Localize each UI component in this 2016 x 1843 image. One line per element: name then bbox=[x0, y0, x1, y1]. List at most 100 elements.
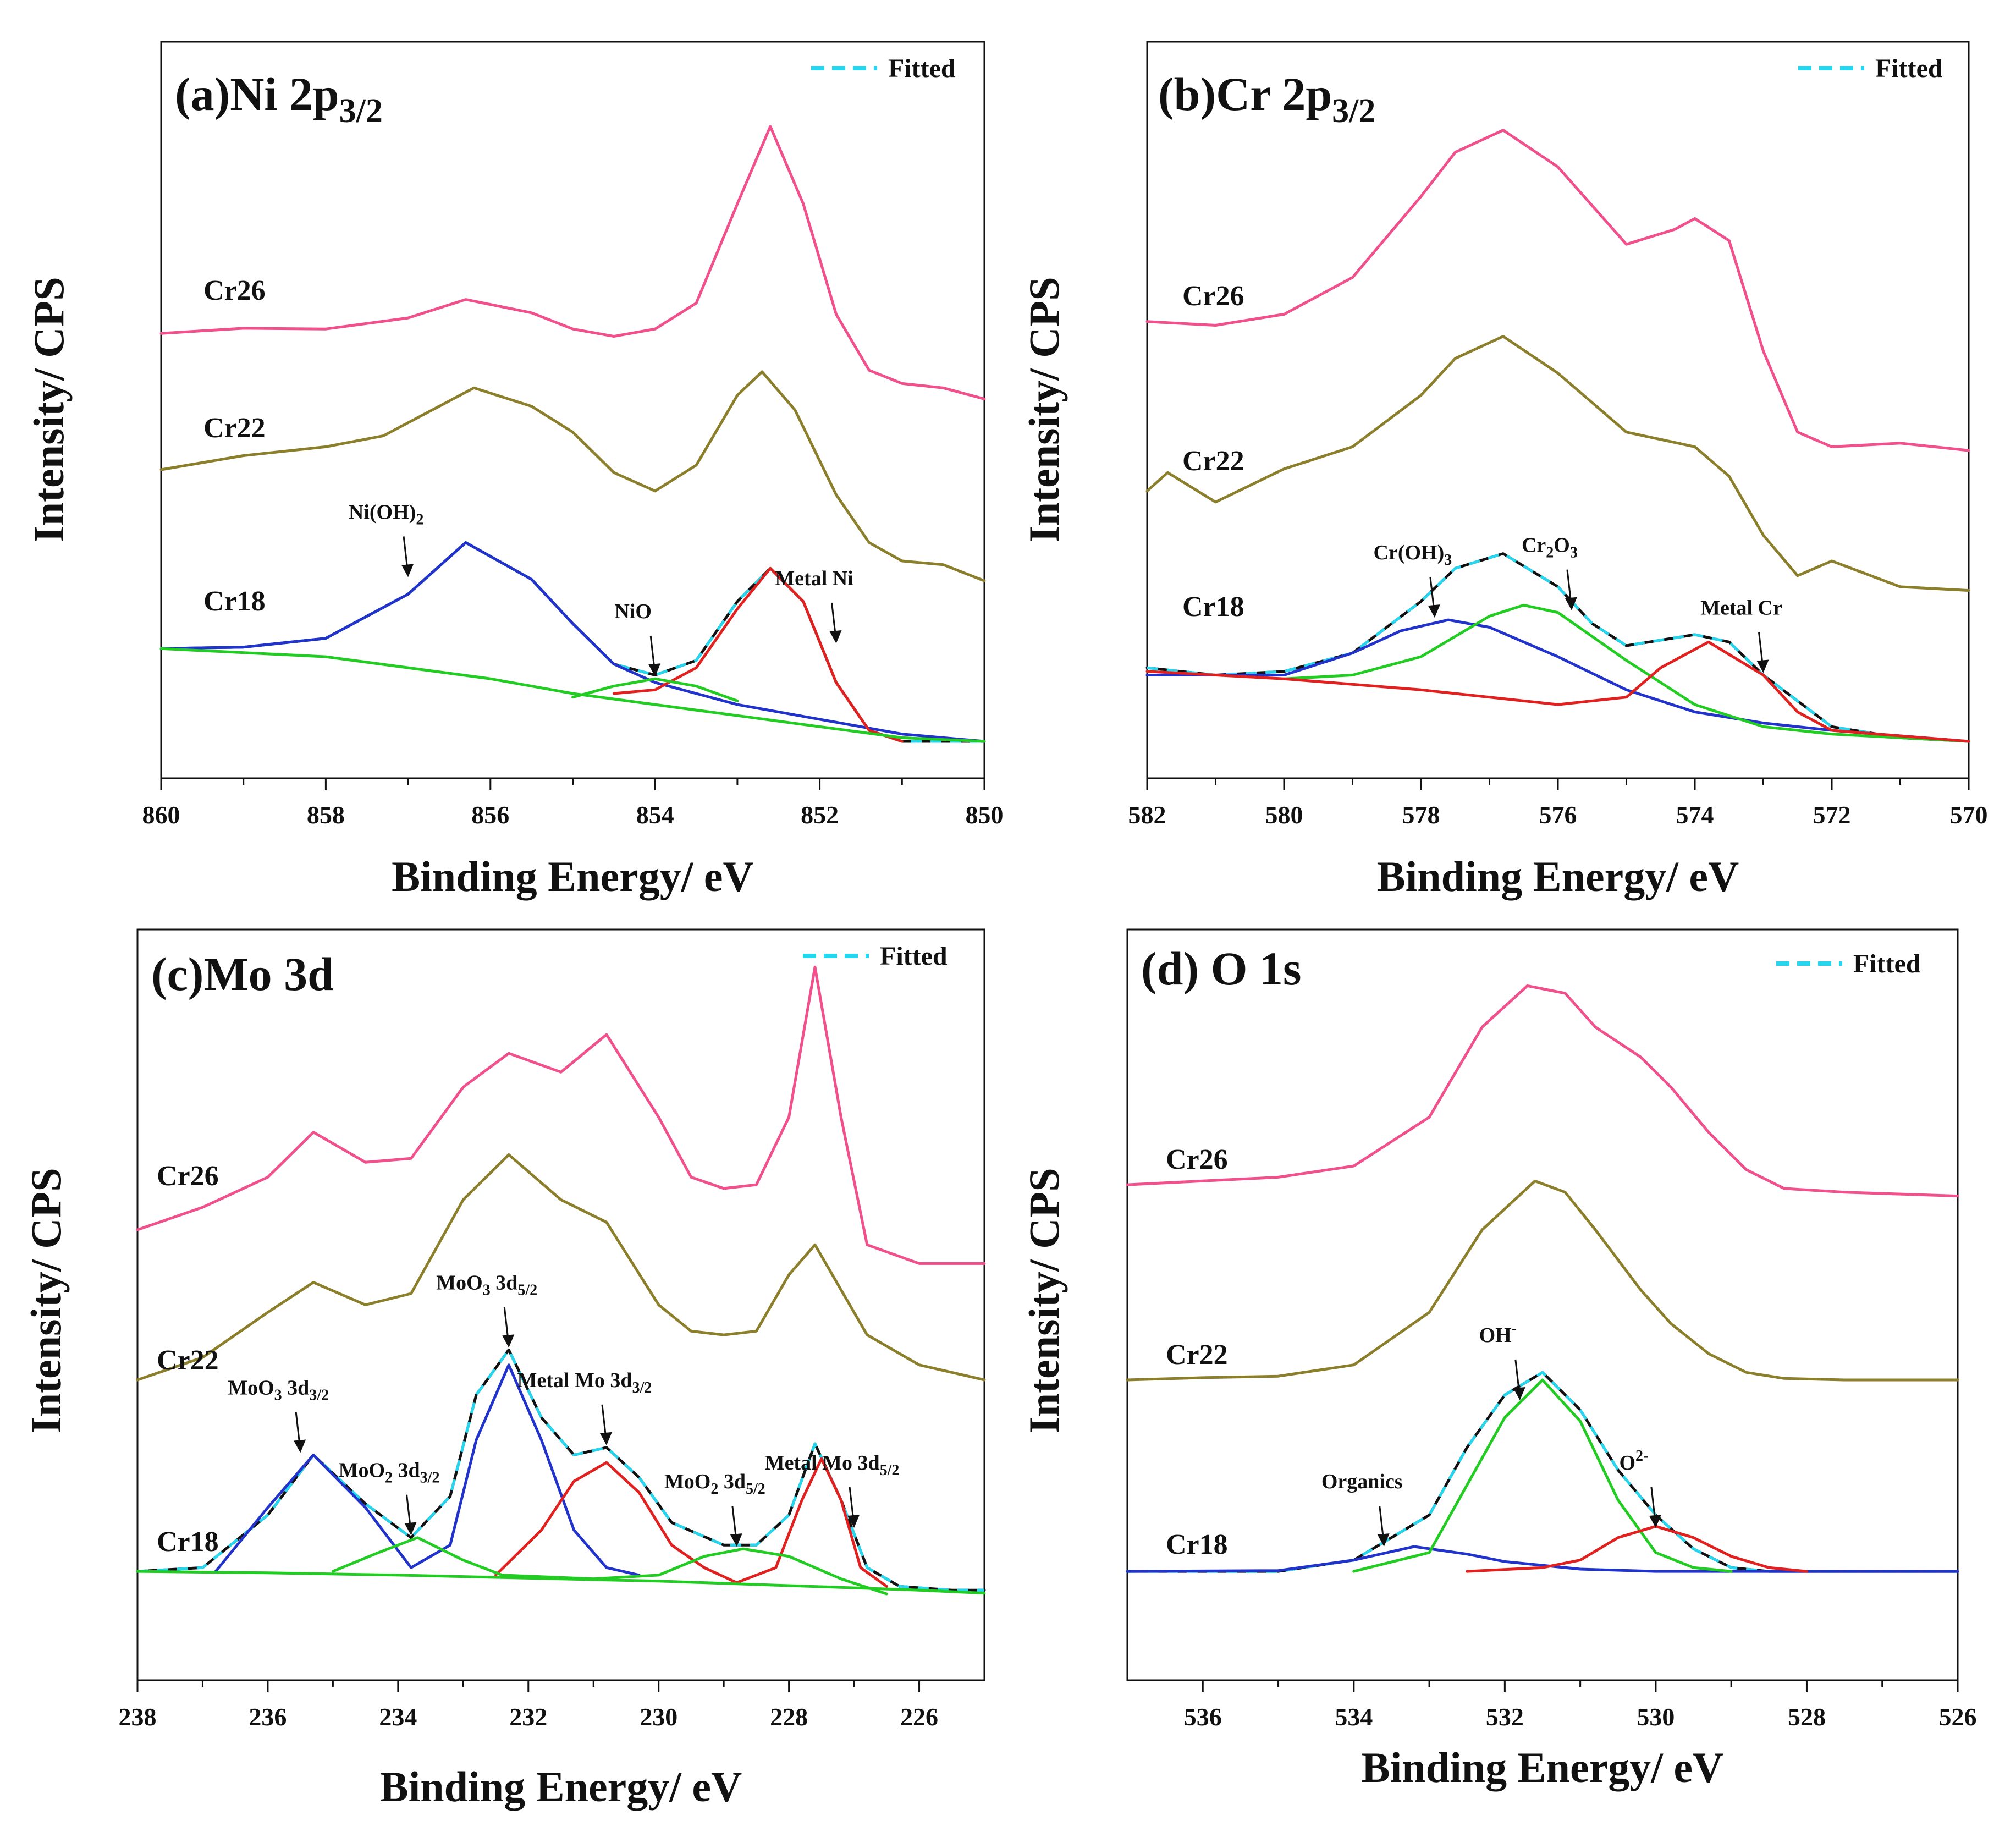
panel-title: (a)Ni 2p3/2 bbox=[175, 68, 383, 130]
x-tick-label: 528 bbox=[1788, 1703, 1826, 1731]
annotation-arrowhead bbox=[847, 1515, 860, 1528]
x-tick-label: 572 bbox=[1813, 801, 1851, 829]
annotation-label: Ni(OH)2 bbox=[349, 500, 423, 528]
annotation-arrowhead bbox=[1649, 1515, 1661, 1528]
annotation-arrowhead bbox=[599, 1432, 612, 1445]
annotation-arrowhead bbox=[1377, 1533, 1390, 1547]
x-tick-label: 576 bbox=[1539, 801, 1577, 829]
annotation-label: MoO3 3d5/2 bbox=[436, 1271, 537, 1299]
x-tick-label: 860 bbox=[142, 801, 180, 829]
plot-frame bbox=[160, 41, 985, 779]
x-tick-label: 580 bbox=[1265, 801, 1303, 829]
series-cr18 bbox=[1126, 1371, 1959, 1573]
x-tick-label: 536 bbox=[1184, 1703, 1222, 1731]
series-cr18-cr2o3-fit bbox=[1282, 603, 1970, 743]
series-label-cr22: Cr22 bbox=[1182, 445, 1244, 477]
series-cr18-nio-fit bbox=[571, 677, 739, 702]
annotation-label: Organics bbox=[1321, 1470, 1403, 1493]
annotation-label: Metal Mo 3d3/2 bbox=[517, 1369, 652, 1396]
series-label-cr26: Cr26 bbox=[1166, 1144, 1228, 1175]
series-cr18-cr-oh-3-fit bbox=[1145, 618, 1970, 743]
annotation-label: O2- bbox=[1619, 1448, 1648, 1475]
plot-frame bbox=[136, 928, 985, 1681]
series-label-cr22: Cr22 bbox=[157, 1345, 219, 1376]
legend-fitted-label: Fitted bbox=[880, 942, 948, 971]
annotation-arrowhead bbox=[829, 630, 842, 643]
series-cr18-metal-ni-fit bbox=[612, 566, 904, 743]
x-tick-label: 532 bbox=[1486, 1703, 1524, 1731]
annotation-arrowhead bbox=[502, 1334, 515, 1348]
series-cr18-moo3-3d3-2-3d5-2-fit bbox=[214, 1363, 641, 1577]
annotation-arrowhead bbox=[294, 1439, 306, 1453]
series-label-cr18: Cr18 bbox=[203, 586, 266, 617]
legend-fitted-label: Fitted bbox=[888, 54, 956, 83]
series-label-cr18: Cr18 bbox=[157, 1526, 219, 1558]
annotation-label: Metal Mo 3d5/2 bbox=[765, 1451, 900, 1479]
annotation-arrowhead bbox=[1565, 597, 1577, 610]
x-tick-label: 856 bbox=[471, 801, 509, 829]
chart-panel-2: 238 236 234 232 230 228 226 Binding Energy/ eV I… bbox=[22, 928, 986, 1811]
x-tick-label: 570 bbox=[1950, 801, 1988, 829]
annotation-arrowhead bbox=[1428, 604, 1440, 618]
panel-title: (c)Mo 3d bbox=[151, 948, 334, 1000]
series-cr18-oh-fit bbox=[1352, 1378, 1733, 1573]
annotation-label: Metal Ni bbox=[775, 567, 853, 590]
annotation-label: Metal Cr bbox=[1700, 597, 1782, 620]
x-tick-label: 228 bbox=[770, 1703, 808, 1731]
y-axis-title: Intensity/ CPS bbox=[1020, 1168, 1068, 1433]
series-cr18-metal-mo-fit bbox=[494, 1457, 888, 1588]
annotation-label: MoO3 3d3/2 bbox=[228, 1377, 329, 1404]
x-tick-label: 232 bbox=[509, 1703, 547, 1731]
chart-panel-3: 536 534 532 530 528 526 Binding Energy/ eV Inte… bbox=[1020, 928, 1977, 1791]
annotation-label: MoO2 3d5/2 bbox=[664, 1470, 765, 1498]
series-cr18-fitted-envelope bbox=[1127, 1371, 1958, 1573]
x-axis-title: Binding Energy/ eV bbox=[1362, 1743, 1724, 1791]
series-cr18-fitted-envelope bbox=[1147, 552, 1969, 743]
annotation-label: Cr(OH)3 bbox=[1374, 541, 1452, 569]
x-axis-title: Binding Energy/ eV bbox=[392, 852, 754, 900]
series-cr26 bbox=[136, 965, 986, 1265]
x-tick-label: 530 bbox=[1637, 1703, 1675, 1731]
series-cr18 bbox=[136, 1348, 986, 1592]
x-tick-label: 238 bbox=[119, 1703, 157, 1731]
chart-panel-0: 860 858 856 854 852 850 Binding Energy/ eV Inte… bbox=[25, 41, 1004, 900]
legend-fitted-label: Fitted bbox=[1875, 54, 1943, 83]
annotation-arrowhead bbox=[401, 564, 414, 577]
x-tick-label: 226 bbox=[900, 1703, 938, 1731]
chart-panel-1: 582 580 578 576 574 572 570 Binding Energy/ eV I… bbox=[1020, 41, 1988, 900]
x-tick-label: 578 bbox=[1402, 801, 1440, 829]
panel-title: (d) O 1s bbox=[1141, 942, 1301, 995]
series-cr26 bbox=[159, 125, 986, 400]
series-cr18-background bbox=[136, 1570, 986, 1595]
series-label-cr18: Cr18 bbox=[1182, 591, 1244, 623]
annotation-label: MoO2 3d3/2 bbox=[339, 1459, 440, 1487]
y-axis-title: Intensity/ CPS bbox=[25, 277, 73, 542]
series-cr18-metal-cr-fit bbox=[1145, 640, 1970, 743]
y-axis-title: Intensity/ CPS bbox=[1020, 277, 1068, 542]
x-tick-label: 230 bbox=[640, 1703, 677, 1731]
series-label-cr18: Cr18 bbox=[1166, 1529, 1228, 1560]
panel-title: (b)Cr 2p3/2 bbox=[1158, 68, 1375, 130]
x-axis-title: Binding Energy/ eV bbox=[1377, 852, 1739, 900]
series-cr26 bbox=[1145, 129, 1970, 452]
series-cr22 bbox=[1126, 1179, 1959, 1382]
plot-frame bbox=[1126, 928, 1959, 1681]
annotation-label: NiO bbox=[614, 600, 652, 623]
x-tick-label: 574 bbox=[1676, 801, 1714, 829]
annotation-arrowhead bbox=[1756, 659, 1769, 673]
x-tick-label: 854 bbox=[636, 801, 674, 829]
x-tick-label: 582 bbox=[1128, 801, 1166, 829]
series-cr18-background bbox=[159, 647, 986, 743]
x-axis-title: Binding Energy/ eV bbox=[380, 1763, 742, 1811]
series-cr18-moo2-fit bbox=[331, 1536, 888, 1596]
series-label-cr26: Cr26 bbox=[203, 275, 266, 306]
legend-fitted-label: Fitted bbox=[1853, 949, 1921, 978]
x-tick-label: 850 bbox=[966, 801, 1004, 829]
series-cr22 bbox=[136, 1153, 986, 1382]
annotation-arrowhead bbox=[730, 1533, 742, 1547]
series-label-cr26: Cr26 bbox=[157, 1160, 219, 1192]
series-cr22 bbox=[159, 370, 986, 582]
series-cr26 bbox=[1126, 984, 1959, 1198]
x-tick-label: 534 bbox=[1335, 1703, 1373, 1731]
